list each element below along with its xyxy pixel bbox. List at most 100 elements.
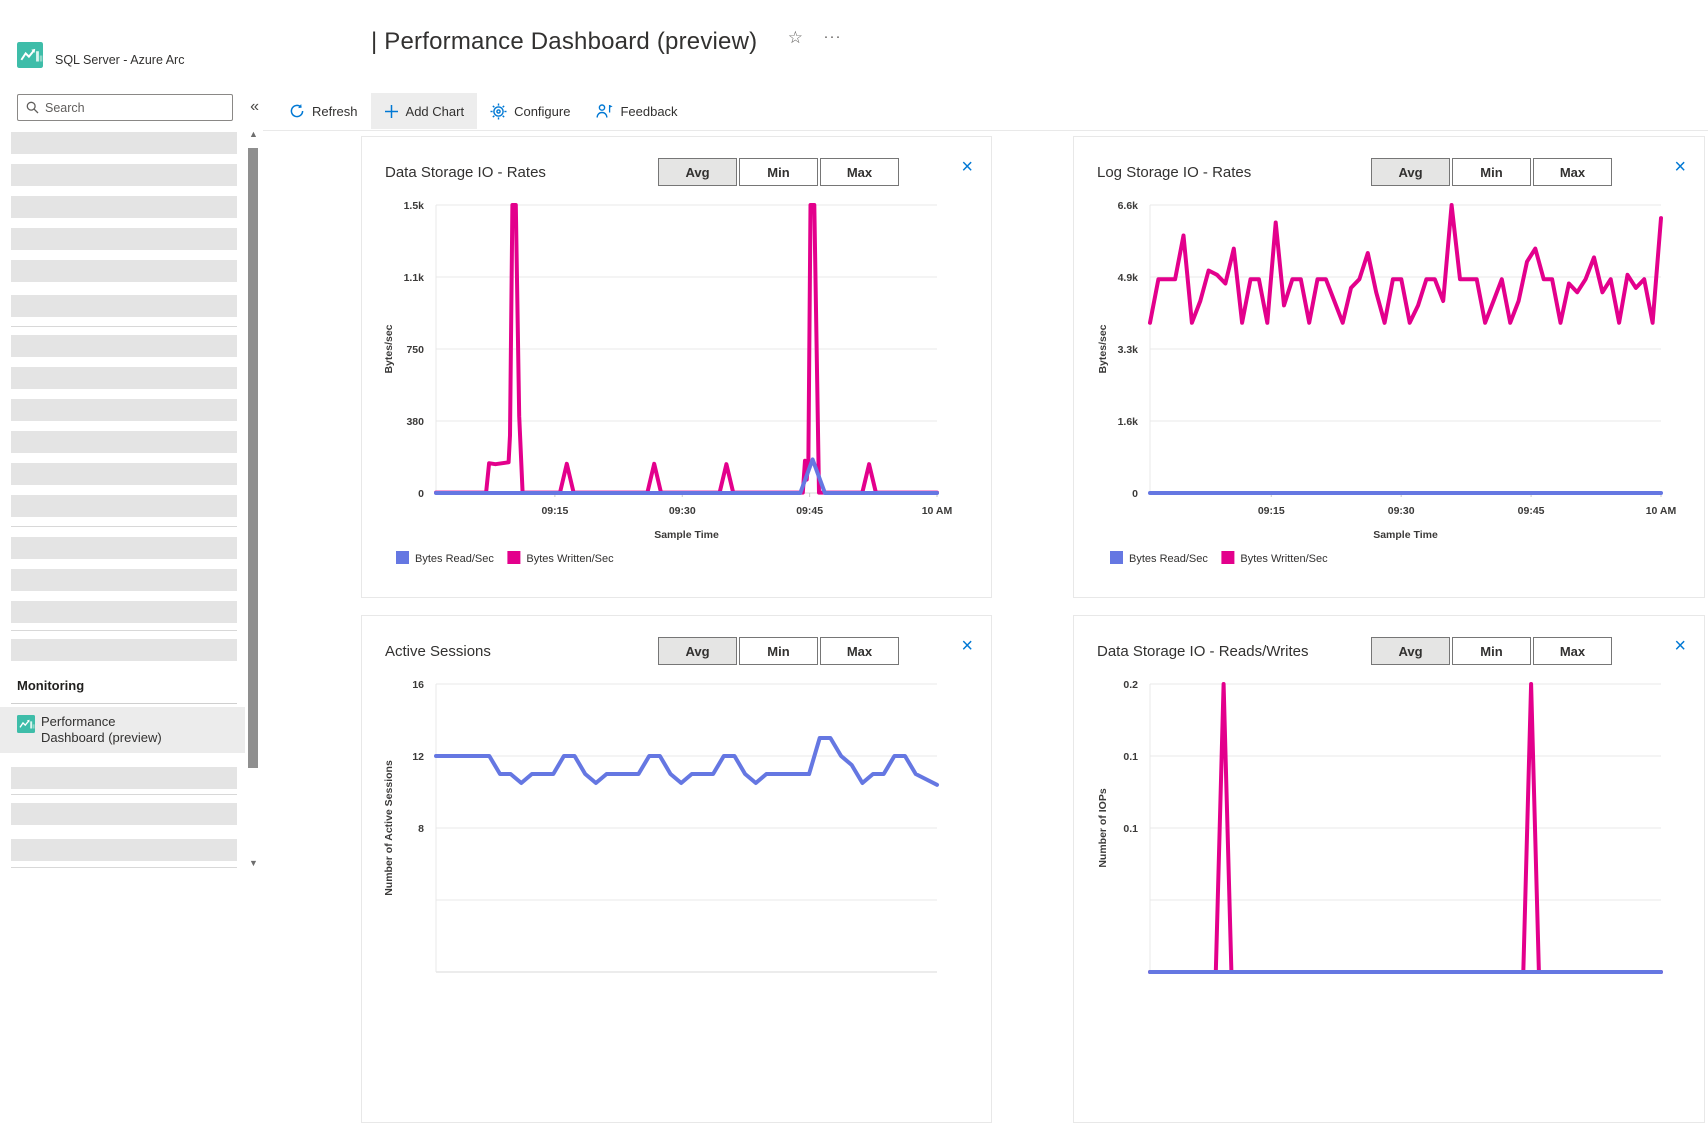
page-title: | Performance Dashboard (preview) [371, 28, 758, 55]
series-line [434, 457, 939, 495]
avg-toggle-button[interactable]: Avg [1371, 637, 1450, 665]
gear-icon [490, 103, 507, 120]
log-storage-io-rates-chart: 6.6k 4.9k 3.3k 1.6k 0 09:15 09:30 09:45 10 AM Sam… [1097, 200, 1677, 565]
skeleton-bar [11, 196, 237, 218]
scroll-down-icon[interactable]: ▼ [249, 858, 258, 868]
search-input[interactable] [45, 100, 232, 115]
avg-toggle-button[interactable]: Avg [1371, 158, 1450, 186]
y-tick-label: 8 [418, 823, 424, 835]
y-tick-label: 6.6k [1118, 200, 1139, 212]
y-tick-label: 1.6k [1118, 416, 1139, 428]
sidebar-item-performance-dashboard[interactable]: Performance Dashboard (preview) [0, 707, 245, 753]
x-axis-title: Sample Time [654, 529, 719, 541]
list-divider [11, 867, 237, 868]
skeleton-bar [11, 399, 237, 421]
refresh-label: Refresh [312, 103, 358, 119]
list-divider [11, 794, 237, 795]
skeleton-bar [11, 767, 237, 789]
search-box[interactable] [17, 94, 233, 121]
chart-title: Active Sessions [385, 643, 491, 660]
chart-card-data-storage-io-rates: Data Storage IO - Rates Avg Min Max × 1.… [361, 136, 992, 598]
configure-button[interactable]: Configure [477, 93, 583, 129]
feedback-icon [596, 103, 614, 119]
x-tick-label: 09:30 [669, 505, 696, 517]
scroll-up-icon[interactable]: ▲ [249, 129, 258, 139]
avg-toggle-button[interactable]: Avg [658, 158, 737, 186]
chart-title: Data Storage IO - Rates [385, 164, 546, 181]
sidebar: SQL Server - Azure Arc « Monitoring [0, 0, 262, 874]
sql-server-azure-arc-icon [17, 42, 43, 68]
feedback-button[interactable]: Feedback [583, 93, 690, 129]
min-toggle-button[interactable]: Min [739, 158, 818, 186]
y-axis-title: Bytes/sec [383, 324, 395, 373]
min-toggle-button[interactable]: Min [739, 637, 818, 665]
min-toggle-button[interactable]: Min [1452, 158, 1531, 186]
x-tick-label: 09:30 [1388, 505, 1415, 517]
active-sessions-chart: 16 12 8 Number of Active Sessions [383, 679, 939, 973]
legend-label: Bytes Read/Sec [1129, 553, 1208, 565]
aggregation-toggle: Avg Min Max [656, 637, 899, 665]
skeleton-bar [11, 495, 237, 517]
series-line [434, 736, 939, 787]
skeleton-bar [11, 431, 237, 453]
series-line [434, 203, 939, 495]
chart-card-active-sessions: Active Sessions Avg Min Max × 16 12 8 Numbe… [361, 615, 992, 1123]
y-tick-label: 12 [412, 751, 424, 763]
chart-card-data-storage-io-reads-writes: Data Storage IO - Reads/Writes Avg Min M… [1073, 615, 1705, 1123]
series-line [1148, 203, 1663, 325]
y-tick-label: 0.1 [1123, 751, 1138, 763]
performance-dashboard-icon [17, 715, 35, 733]
y-tick-label: 0 [1132, 488, 1138, 500]
y-tick-label: 0 [418, 488, 424, 500]
y-tick-label: 16 [412, 679, 424, 691]
x-tick-label: 10 AM [1646, 505, 1677, 517]
x-tick-label: 09:15 [1258, 505, 1285, 517]
list-divider [11, 630, 237, 631]
skeleton-bar [11, 260, 237, 282]
skeleton-bar [11, 132, 237, 154]
skeleton-bar [11, 228, 237, 250]
max-toggle-button[interactable]: Max [1533, 637, 1612, 665]
x-tick-label: 09:45 [1518, 505, 1545, 517]
skeleton-bar [11, 164, 237, 186]
toolbar-divider [263, 130, 1708, 131]
close-chart-icon[interactable]: × [1668, 634, 1692, 658]
skeleton-bar [11, 639, 237, 661]
legend-label: Bytes Written/Sec [526, 553, 614, 565]
sidebar-scrollbar-thumb[interactable] [248, 148, 258, 768]
y-tick-label: 0.2 [1123, 679, 1138, 691]
close-chart-icon[interactable]: × [955, 634, 979, 658]
sidebar-item-label: Performance Dashboard (preview) [41, 714, 162, 745]
skeleton-bar [11, 601, 237, 623]
monitoring-section-header: Monitoring [17, 678, 85, 693]
x-tick-label: 10 AM [922, 505, 953, 517]
y-tick-label: 0.1 [1123, 823, 1138, 835]
add-chart-label: Add Chart [405, 103, 465, 119]
y-tick-label: 750 [406, 344, 424, 356]
favorite-star-icon[interactable]: ☆ [787, 28, 804, 47]
y-tick-label: 1.5k [404, 200, 425, 212]
more-options-icon[interactable]: ··· [823, 28, 842, 45]
aggregation-toggle: Avg Min Max [1369, 158, 1612, 186]
avg-toggle-button[interactable]: Avg [658, 637, 737, 665]
min-toggle-button[interactable]: Min [1452, 637, 1531, 665]
command-bar: Refresh Add Chart [276, 92, 691, 130]
close-chart-icon[interactable]: × [1668, 155, 1692, 179]
skeleton-bar [11, 569, 237, 591]
resource-name: SQL Server - Azure Arc [55, 53, 185, 67]
max-toggle-button[interactable]: Max [1533, 158, 1612, 186]
y-axis-title: Number of Active Sessions [383, 760, 395, 896]
resource-header: SQL Server - Azure Arc [17, 42, 184, 68]
close-chart-icon[interactable]: × [955, 155, 979, 179]
max-toggle-button[interactable]: Max [820, 637, 899, 665]
skeleton-bar [11, 367, 237, 389]
section-divider [11, 703, 237, 704]
legend-swatch [507, 551, 521, 564]
add-chart-button[interactable]: Add Chart [370, 93, 478, 129]
refresh-button[interactable]: Refresh [276, 93, 371, 129]
x-axis-title: Sample Time [1373, 529, 1438, 541]
collapse-sidebar-button[interactable]: « [246, 96, 263, 118]
aggregation-toggle: Avg Min Max [656, 158, 899, 186]
max-toggle-button[interactable]: Max [820, 158, 899, 186]
